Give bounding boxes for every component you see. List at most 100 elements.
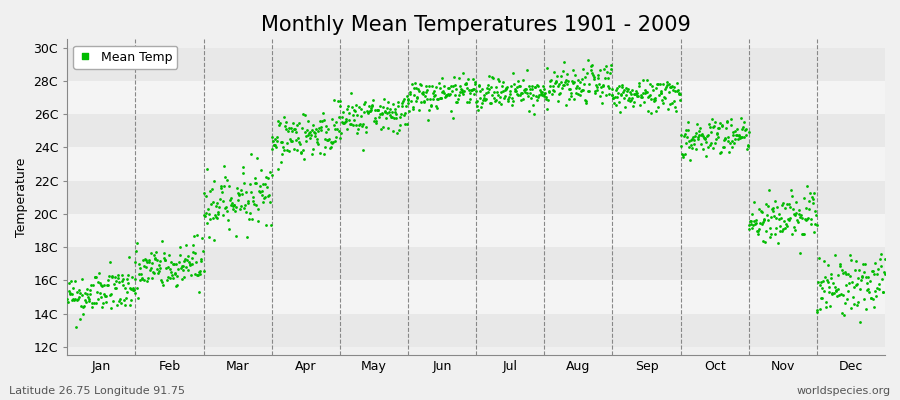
- Mean Temp: [632, 80, 646, 87]
- Mean Temp: [734, 134, 748, 140]
- Mean Temp: [729, 132, 743, 138]
- Mean Temp: [426, 96, 440, 103]
- Mean Temp: [409, 98, 423, 104]
- Mean Temp: [222, 183, 237, 189]
- Mean Temp: [725, 138, 740, 144]
- Mean Temp: [746, 221, 760, 228]
- Mean Temp: [810, 222, 824, 228]
- Mean Temp: [498, 87, 512, 93]
- Mean Temp: [589, 82, 603, 88]
- Mean Temp: [848, 267, 862, 273]
- Mean Temp: [802, 198, 816, 204]
- Mean Temp: [693, 125, 707, 131]
- Mean Temp: [352, 122, 366, 128]
- Mean Temp: [742, 217, 757, 224]
- Mean Temp: [776, 200, 790, 206]
- Mean Temp: [667, 84, 681, 90]
- Mean Temp: [762, 233, 777, 240]
- Mean Temp: [868, 260, 883, 266]
- Mean Temp: [767, 212, 781, 219]
- Mean Temp: [515, 90, 529, 97]
- Mean Temp: [485, 92, 500, 98]
- Mean Temp: [526, 92, 541, 98]
- Mean Temp: [284, 128, 299, 134]
- Mean Temp: [65, 297, 79, 303]
- Mean Temp: [596, 82, 610, 88]
- Mean Temp: [832, 261, 847, 268]
- Mean Temp: [452, 92, 466, 98]
- Mean Temp: [759, 201, 773, 207]
- Mean Temp: [558, 79, 572, 85]
- Mean Temp: [173, 243, 187, 250]
- Mean Temp: [706, 145, 720, 152]
- Mean Temp: [671, 90, 686, 96]
- Mean Temp: [132, 260, 147, 267]
- Mean Temp: [498, 93, 512, 100]
- Mean Temp: [820, 277, 834, 284]
- Mean Temp: [733, 135, 747, 141]
- Mean Temp: [259, 222, 274, 228]
- Mean Temp: [395, 100, 410, 106]
- Mean Temp: [367, 107, 382, 113]
- Mean Temp: [811, 278, 825, 285]
- Mean Temp: [824, 270, 839, 277]
- Mean Temp: [66, 296, 80, 302]
- Mean Temp: [104, 305, 119, 311]
- Mean Temp: [94, 282, 109, 288]
- Mean Temp: [808, 220, 823, 227]
- Mean Temp: [562, 86, 577, 92]
- Mean Temp: [73, 290, 87, 296]
- Mean Temp: [268, 136, 283, 142]
- Mean Temp: [616, 89, 630, 95]
- Mean Temp: [531, 94, 545, 100]
- Mean Temp: [698, 135, 712, 142]
- Mean Temp: [258, 181, 273, 188]
- Mean Temp: [224, 202, 238, 208]
- Mean Temp: [122, 284, 137, 291]
- Mean Temp: [107, 280, 122, 287]
- Mean Temp: [606, 92, 620, 98]
- Mean Temp: [661, 82, 675, 88]
- Mean Temp: [626, 94, 640, 101]
- Mean Temp: [400, 100, 415, 106]
- Mean Temp: [549, 78, 563, 85]
- Mean Temp: [260, 184, 274, 190]
- Mean Temp: [536, 91, 551, 97]
- Mean Temp: [784, 187, 798, 194]
- Mean Temp: [456, 90, 471, 97]
- Mean Temp: [168, 260, 183, 267]
- Mean Temp: [230, 189, 245, 196]
- Mean Temp: [496, 79, 510, 85]
- Mean Temp: [610, 85, 625, 92]
- Mean Temp: [120, 276, 134, 282]
- Mean Temp: [274, 159, 288, 165]
- Mean Temp: [329, 134, 344, 140]
- Mean Temp: [831, 285, 845, 292]
- Mean Temp: [166, 260, 181, 267]
- Mean Temp: [600, 75, 615, 82]
- Mean Temp: [374, 110, 389, 116]
- Mean Temp: [660, 78, 674, 85]
- Mean Temp: [644, 95, 659, 102]
- Mean Temp: [324, 139, 338, 146]
- Mean Temp: [506, 70, 520, 76]
- Mean Temp: [220, 208, 234, 214]
- Mean Temp: [429, 84, 444, 90]
- Mean Temp: [385, 108, 400, 115]
- Mean Temp: [663, 84, 678, 90]
- Mean Temp: [622, 89, 636, 95]
- Mean Temp: [302, 129, 317, 136]
- Mean Temp: [371, 107, 385, 114]
- Mean Temp: [261, 174, 275, 181]
- Mean Temp: [302, 130, 316, 136]
- Mean Temp: [483, 100, 498, 106]
- Mean Temp: [290, 122, 304, 128]
- Mean Temp: [334, 130, 348, 136]
- Mean Temp: [346, 112, 360, 118]
- Mean Temp: [710, 130, 724, 137]
- Mean Temp: [344, 90, 358, 96]
- Mean Temp: [624, 97, 638, 104]
- Mean Temp: [385, 128, 400, 134]
- Mean Temp: [330, 126, 345, 132]
- Mean Temp: [690, 120, 705, 127]
